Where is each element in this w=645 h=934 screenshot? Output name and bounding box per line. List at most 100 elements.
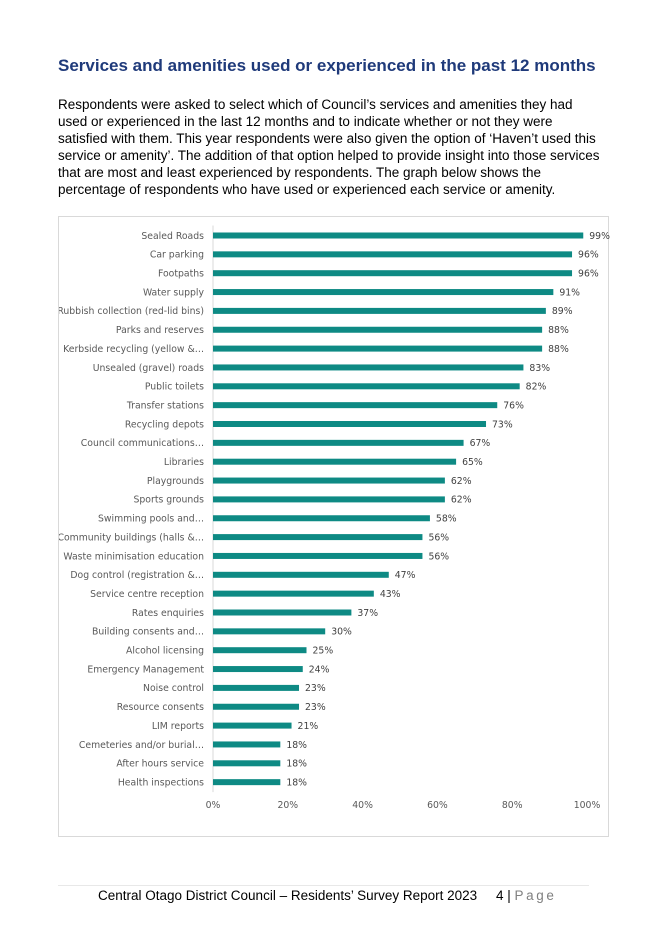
x-tick-label: 100%: [574, 800, 601, 811]
data-label: 18%: [286, 759, 307, 770]
category-label: Water supply: [143, 287, 205, 298]
data-label: 43%: [380, 589, 401, 600]
footer-text: Central Otago District Council – Residen…: [98, 888, 478, 903]
category-label: Libraries: [164, 457, 204, 468]
bar: [213, 628, 326, 635]
bar: [213, 590, 374, 597]
bar: [213, 647, 307, 654]
bar: [213, 779, 281, 786]
data-label: 24%: [309, 664, 330, 675]
category-label: Health inspections: [118, 777, 204, 788]
category-label: Noise control: [143, 683, 204, 694]
data-label: 89%: [552, 306, 573, 317]
category-label: Recycling depots: [125, 419, 204, 430]
bar: [213, 609, 352, 616]
data-label: 76%: [503, 400, 524, 411]
data-label: 37%: [357, 608, 378, 619]
bar: [213, 534, 423, 541]
data-label: 62%: [451, 495, 472, 506]
category-label: Unsealed (gravel) roads: [93, 363, 204, 374]
category-label: Dog control (registration &…: [70, 570, 204, 581]
bar: [213, 515, 430, 522]
data-label: 18%: [286, 777, 307, 788]
category-label: Car parking: [150, 250, 204, 261]
bar: [213, 421, 487, 427]
usage-bar-chart: Sealed Roads 99% Car parking 96% Footpaths 96…: [58, 216, 610, 837]
bar: [213, 364, 524, 371]
data-label: 30%: [331, 627, 352, 638]
data-label: 18%: [286, 740, 307, 751]
data-label: 96%: [578, 269, 599, 280]
data-label: 65%: [462, 457, 483, 468]
data-label: 73%: [492, 419, 513, 430]
category-label: Rates enquiries: [132, 608, 204, 619]
data-label: 25%: [313, 646, 334, 657]
page-footer: Central Otago District Council – Residen…: [98, 888, 556, 903]
bar: [213, 289, 554, 296]
data-label: 91%: [559, 287, 580, 298]
bar: [213, 496, 445, 503]
category-label: Rubbish collection (red-lid bins): [59, 306, 204, 317]
category-label: Swimming pools and…: [98, 514, 204, 525]
data-label: 56%: [428, 551, 449, 562]
category-label: After hours service: [116, 759, 204, 770]
bar: [213, 552, 423, 559]
data-label: 83%: [529, 363, 550, 374]
data-label: 56%: [428, 532, 449, 543]
category-label: Service centre reception: [90, 589, 204, 600]
data-label: 88%: [548, 325, 569, 336]
bar: [213, 458, 457, 465]
page-number: 4: [495, 888, 504, 903]
x-tick-label: 20%: [277, 800, 298, 811]
category-label: Playgrounds: [147, 476, 204, 487]
category-label: LIM reports: [152, 721, 204, 732]
category-label: Sports grounds: [134, 495, 205, 506]
bar: [213, 345, 543, 352]
bar: [213, 232, 584, 239]
bar: [213, 684, 300, 691]
bar: [213, 741, 281, 748]
bar: [213, 722, 292, 729]
category-label: Kerbside recycling (yellow &…: [63, 344, 204, 355]
data-label: 67%: [470, 438, 491, 449]
bar: [213, 477, 445, 484]
category-label: Community buildings (halls &…: [59, 532, 204, 543]
category-label: Council communications…: [81, 438, 204, 449]
category-label: Parks and reserves: [116, 325, 204, 336]
data-label: 23%: [305, 683, 326, 694]
category-label: Building consents and…: [92, 627, 204, 638]
bar: [213, 760, 281, 767]
bar: [213, 326, 543, 333]
category-label: Footpaths: [158, 269, 204, 280]
bar: [213, 383, 520, 390]
footer-divider: [58, 885, 589, 886]
bar: [213, 703, 300, 710]
category-label: Emergency Management: [87, 664, 204, 675]
bar: [213, 666, 303, 673]
category-label: Public toilets: [145, 382, 204, 393]
data-label: 62%: [451, 476, 472, 487]
bar: [213, 307, 546, 314]
bar: [213, 402, 498, 409]
category-label: Alcohol licensing: [126, 646, 204, 657]
section-heading: Services and amenities used or experienc…: [58, 56, 596, 75]
category-label: Transfer stations: [126, 400, 204, 411]
x-tick-label: 80%: [502, 800, 523, 811]
bar: [213, 439, 464, 446]
data-label: 21%: [298, 721, 319, 732]
data-label: 58%: [436, 514, 457, 525]
category-label: Cemeteries and/or burial…: [79, 740, 204, 751]
bar: [213, 270, 573, 277]
bar: [213, 571, 389, 578]
category-label: Sealed Roads: [141, 231, 204, 242]
data-label: 82%: [526, 382, 547, 393]
data-label: 23%: [305, 702, 326, 713]
x-tick-label: 0%: [206, 800, 221, 811]
x-tick-label: 40%: [352, 800, 373, 811]
data-label: 96%: [578, 250, 599, 261]
data-label: 47%: [395, 570, 416, 581]
intro-paragraph: Respondents were asked to select which o…: [58, 97, 600, 197]
x-tick-label: 60%: [427, 800, 448, 811]
page-separator: |: [507, 888, 511, 903]
bar: [213, 251, 573, 258]
